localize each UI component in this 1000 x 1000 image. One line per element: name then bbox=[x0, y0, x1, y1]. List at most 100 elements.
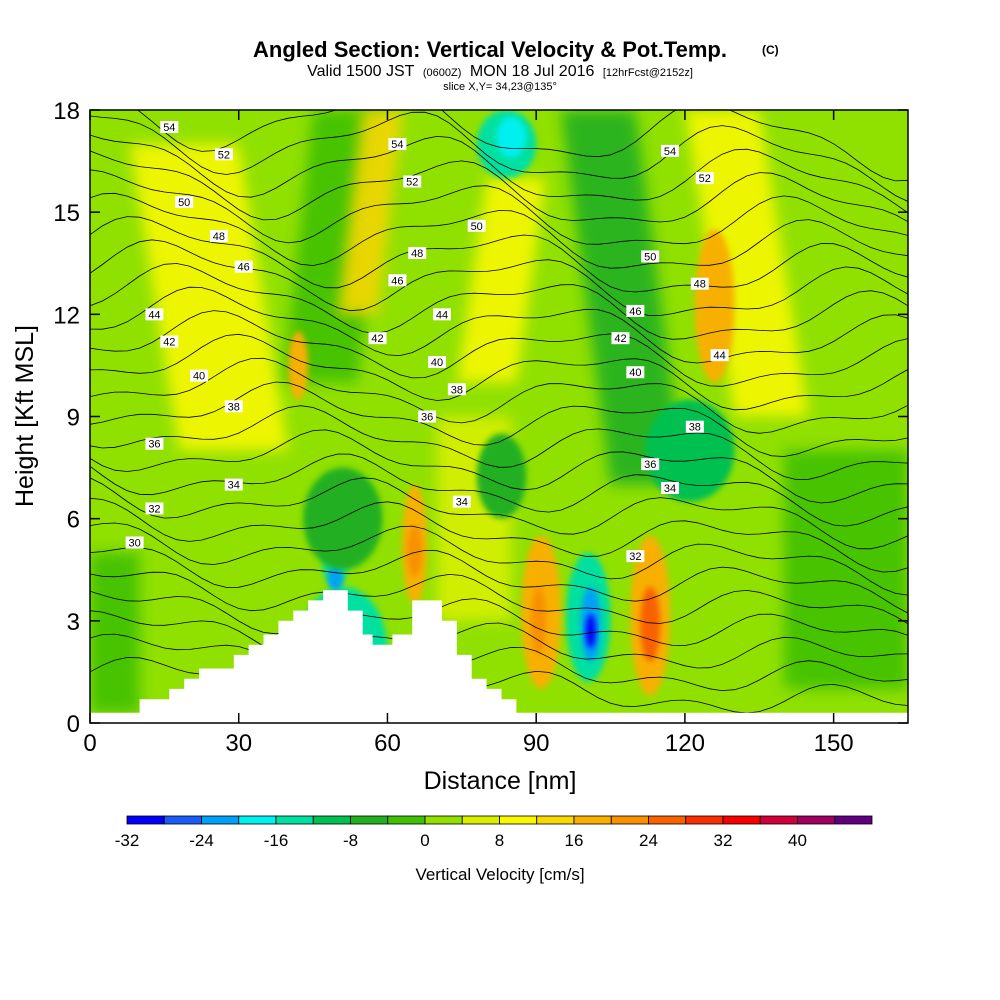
velocity-band-3 bbox=[456, 178, 547, 383]
theta-label-bg-26 bbox=[641, 250, 660, 263]
theta-label-33: 36 bbox=[644, 459, 656, 471]
velocity-band-7 bbox=[784, 450, 908, 689]
x-tick-label-1: 30 bbox=[225, 730, 252, 757]
theta-label-4: 46 bbox=[238, 262, 250, 274]
theta-label-bg-8 bbox=[224, 400, 243, 413]
colorbar-swatch-8 bbox=[424, 815, 463, 825]
theta-label-bg-24 bbox=[661, 144, 680, 157]
theta-contour-16 bbox=[90, 286, 908, 364]
colorbar-swatch-9 bbox=[461, 815, 500, 825]
theta-label-30: 42 bbox=[614, 333, 626, 345]
colorbar-tick-3: -8 bbox=[343, 831, 358, 850]
colorbar-swatch-16 bbox=[722, 815, 761, 825]
colorbar-swatch-6 bbox=[350, 815, 389, 825]
theta-label-1: 52 bbox=[218, 149, 230, 161]
y-tick-label-6: 18 bbox=[53, 98, 80, 125]
theta-contour-15 bbox=[90, 310, 908, 387]
theta-label-21: 38 bbox=[451, 384, 463, 396]
theta-label-bg-16 bbox=[408, 247, 427, 260]
y-tick-label-0: 0 bbox=[67, 711, 80, 738]
theta-label-12: 30 bbox=[128, 538, 140, 550]
colorbar-swatch-14 bbox=[648, 815, 687, 825]
theta-label-7: 40 bbox=[193, 371, 205, 383]
theta-label-20: 40 bbox=[431, 357, 443, 369]
theta-label-17: 46 bbox=[391, 275, 403, 287]
theta-contour-6 bbox=[90, 522, 908, 596]
theta-label-bg-1 bbox=[214, 148, 233, 161]
x-tick-label-2: 60 bbox=[374, 730, 401, 757]
theta-contour-13 bbox=[90, 357, 908, 434]
theta-label-19: 42 bbox=[371, 333, 383, 345]
colorbar-tick-8: 32 bbox=[714, 831, 733, 850]
theta-contour-14 bbox=[90, 333, 908, 411]
velocity-cell-14 bbox=[694, 229, 735, 383]
theta-label-0: 54 bbox=[163, 122, 175, 134]
theta-label-bg-20 bbox=[428, 356, 447, 369]
velocity-cell-12 bbox=[640, 586, 661, 662]
velocity-cell-6 bbox=[585, 614, 596, 649]
velocity-cell-15 bbox=[476, 433, 527, 519]
x-tick-label-0: 0 bbox=[83, 730, 96, 757]
terrain bbox=[90, 590, 908, 723]
colorbar-swatch-15 bbox=[685, 815, 724, 825]
theta-label-bg-2 bbox=[175, 195, 194, 208]
theta-label-bg-21 bbox=[447, 383, 466, 396]
theta-label-bg-7 bbox=[190, 369, 209, 382]
theta-label-5: 44 bbox=[148, 309, 160, 321]
theta-label-bg-23 bbox=[452, 495, 471, 508]
theta-label-bg-35 bbox=[626, 550, 645, 563]
theta-contour-2 bbox=[90, 610, 908, 669]
theta-contour-24 bbox=[90, 111, 908, 202]
theta-label-26: 50 bbox=[644, 251, 656, 263]
theta-label-bg-32 bbox=[685, 420, 704, 433]
colorbar-tick-1: -24 bbox=[189, 831, 214, 850]
colorbar-swatch-0 bbox=[126, 815, 165, 825]
theta-label-9: 36 bbox=[148, 439, 160, 451]
x-axis-label: Distance [nm] bbox=[424, 767, 577, 795]
theta-label-24: 54 bbox=[664, 146, 676, 158]
theta-contour-20 bbox=[90, 192, 908, 269]
valid-time-line: Valid 1500 JST (0600Z) MON 18 Jul 2016 [… bbox=[307, 63, 693, 80]
theta-label-bg-29 bbox=[710, 349, 729, 362]
colorbar-swatch-5 bbox=[312, 815, 351, 825]
x-tick-label-3: 90 bbox=[523, 730, 550, 757]
theta-label-bg-30 bbox=[611, 332, 630, 345]
colorbar-swatch-19 bbox=[834, 815, 873, 825]
chart-title-suffix: (C) bbox=[762, 43, 779, 57]
theta-contour-25 bbox=[136, 110, 908, 182]
theta-label-28: 46 bbox=[629, 306, 641, 318]
theta-label-bg-19 bbox=[368, 332, 387, 345]
theta-label-8: 38 bbox=[228, 401, 240, 413]
theta-label-bg-15 bbox=[467, 219, 486, 232]
theta-contour-5 bbox=[90, 547, 908, 614]
theta-label-bg-17 bbox=[388, 274, 407, 287]
colorbar-swatch-4 bbox=[275, 815, 314, 825]
y-axis-label: Height [Kft MSL] bbox=[11, 325, 39, 507]
theta-label-bg-4 bbox=[234, 260, 253, 273]
theta-contour-17 bbox=[90, 263, 908, 340]
theta-label-bg-14 bbox=[403, 175, 422, 188]
theta-label-bg-9 bbox=[145, 437, 164, 450]
velocity-cell-13 bbox=[288, 331, 309, 400]
valid-zulu: (0600Z) bbox=[423, 67, 462, 79]
theta-contour-labels: 54 52 50 48 46 44 42 40 38 36 34 32 30 54 52 50 48 46 44 42… bbox=[125, 121, 729, 563]
y-tick-label-2: 6 bbox=[67, 507, 80, 534]
valid-date: MON 18 Jul 2016 bbox=[470, 63, 595, 80]
y-tick-label-1: 3 bbox=[67, 609, 80, 636]
theta-contour-22 bbox=[90, 150, 908, 223]
theta-label-bg-6 bbox=[160, 335, 179, 348]
theta-label-29: 44 bbox=[713, 350, 725, 362]
theta-label-23: 34 bbox=[456, 497, 468, 509]
velocity-cell-10 bbox=[531, 586, 547, 655]
forecast-run: [12hrFcst@2152z] bbox=[603, 67, 693, 79]
colorbar: -32 -24 -16 -8 0 8 16 24 32 40 bbox=[115, 815, 873, 850]
theta-label-11: 32 bbox=[148, 503, 160, 515]
colorbar-swatch-12 bbox=[573, 815, 612, 825]
theta-label-35: 32 bbox=[629, 551, 641, 563]
theta-contour-11 bbox=[90, 405, 908, 481]
colorbar-tick-4: 0 bbox=[420, 831, 429, 850]
theta-label-13: 54 bbox=[391, 139, 403, 151]
theta-label-bg-11 bbox=[145, 502, 164, 515]
